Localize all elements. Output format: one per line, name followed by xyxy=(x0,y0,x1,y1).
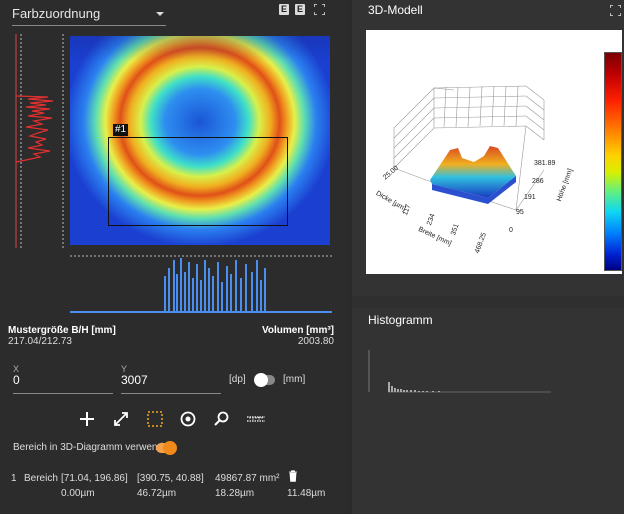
volume-value: 2003.80 xyxy=(297,336,334,347)
unit-dp-label: [dp] xyxy=(229,374,246,385)
model-3d-title: 3D-Modell xyxy=(368,3,423,17)
pattern-size-value: 217.04/212.73 xyxy=(8,336,72,347)
left-panel: Farbzuordnung E E #1 xyxy=(8,2,334,499)
expand-arrows-icon[interactable] xyxy=(112,410,130,428)
hoehe-tick: 191 xyxy=(524,194,536,201)
histogram-panel: Histogramm xyxy=(352,308,624,514)
range-area: 49867.87 mm² xyxy=(215,473,280,484)
range-coord-2: [390.75, 40.88] xyxy=(137,473,204,484)
colormap-select[interactable]: Farbzuordnung xyxy=(12,2,166,26)
unit-toggle[interactable] xyxy=(254,373,275,387)
range-value-4: 11.48µm xyxy=(287,488,326,499)
export-e-button-1[interactable]: E xyxy=(279,4,289,15)
histogram-title: Histogramm xyxy=(368,313,433,327)
histogram-chart xyxy=(368,350,551,393)
x-input-value: 0 xyxy=(13,373,20,387)
chevron-down-icon xyxy=(156,12,164,16)
pattern-size-label: Mustergröße B/H [mm] xyxy=(8,325,116,336)
range-value-1: 0.00µm xyxy=(61,488,95,499)
range-value-3: 18.28µm xyxy=(215,488,255,499)
dashed-rectangle-icon[interactable] xyxy=(146,410,164,428)
unit-mm-label: [mm] xyxy=(283,374,306,385)
x-field-label: X xyxy=(13,364,20,374)
hoehe-tick: 0 xyxy=(509,227,513,234)
x-input[interactable]: 0 xyxy=(13,373,113,394)
plus-icon[interactable] xyxy=(78,410,96,428)
y-field-label: Y xyxy=(121,364,128,374)
intensity-heatmap[interactable] xyxy=(70,36,330,245)
surface-3d xyxy=(430,146,516,204)
y-input-value: 3007 xyxy=(121,373,148,387)
right-panel: 3D-Modell xyxy=(352,0,624,514)
range-row-name: Bereich xyxy=(24,473,58,484)
roi-tag: #1 xyxy=(113,124,129,136)
volume-label: Volumen [mm³] xyxy=(261,325,334,336)
hoehe-tick: 286 xyxy=(532,178,544,185)
target-circle-icon[interactable] xyxy=(179,410,197,428)
range-row-index: 1 xyxy=(11,473,17,484)
ruler-icon[interactable] xyxy=(246,410,266,428)
vertical-profile-plot xyxy=(15,34,64,248)
y-input[interactable]: 3007 xyxy=(121,373,221,394)
export-e-button-2[interactable]: E xyxy=(295,4,305,15)
horizontal-profile-plot xyxy=(70,255,332,313)
plot-3d[interactable]: 70 60 50 40 30 20 10 0 381.89 286 191 95… xyxy=(366,30,622,274)
trash-icon[interactable] xyxy=(288,470,298,482)
range-value-2: 46.72µm xyxy=(137,488,177,499)
fullscreen-icon[interactable] xyxy=(610,5,621,16)
roi-rectangle[interactable] xyxy=(108,137,288,226)
zoom-icon[interactable] xyxy=(213,410,231,428)
range-coord-1: [71.04, 196.86] xyxy=(61,473,128,484)
hoehe-tick: 95 xyxy=(516,209,524,216)
range-toggle-label: Bereich in 3D-Diagramm verwenden xyxy=(13,442,175,453)
hoehe-tick: 381.89 xyxy=(534,160,556,167)
colormap-select-label: Farbzuordnung xyxy=(12,6,101,21)
plot-3d-axes xyxy=(393,85,545,211)
fullscreen-icon[interactable] xyxy=(314,4,325,15)
range-3d-toggle[interactable] xyxy=(156,441,177,455)
model-3d-panel: 3D-Modell xyxy=(352,0,624,296)
colorbar xyxy=(604,52,622,271)
heatmap-shading xyxy=(70,36,330,245)
